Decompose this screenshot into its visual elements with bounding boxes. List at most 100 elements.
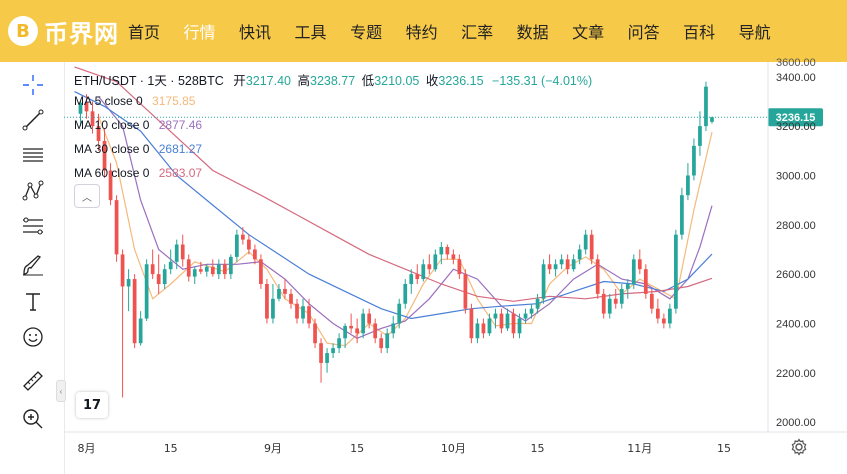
nav-item-5[interactable]: 特约	[405, 23, 438, 42]
candle	[108, 163, 113, 206]
candle-body	[78, 102, 83, 114]
open-value: 3217.40	[245, 74, 291, 88]
site-logo[interactable]: B 币界网	[8, 13, 119, 49]
zoom-in-icon[interactable]	[16, 404, 50, 434]
nav-item-7[interactable]: 数据	[516, 23, 549, 42]
ruler-icon[interactable]	[16, 366, 50, 396]
candle	[367, 308, 372, 329]
price-tick-label: 3200.00	[776, 121, 816, 133]
legend-collapse-button[interactable]: ︿	[74, 184, 100, 208]
nav-item-2[interactable]: 快讯	[239, 23, 272, 42]
candle	[704, 81, 708, 132]
nav-item-8[interactable]: 文章	[572, 23, 605, 42]
candle	[78, 101, 83, 127]
candle	[138, 311, 143, 346]
candle-body	[704, 86, 708, 127]
ma10-label: MA 10 close 0	[74, 118, 150, 132]
candle	[601, 288, 606, 319]
bitcoin-logo-icon: B	[8, 16, 38, 46]
top-navigation-bar: B 币界网 首页 行情 快讯 工具 专题 特约 汇率 数据 文章 问答 百科 导航	[0, 0, 847, 62]
candle-body	[247, 239, 251, 250]
toolbar-collapse-handle[interactable]: ‹	[56, 380, 66, 402]
candle-body	[529, 308, 534, 314]
candle-body	[451, 254, 456, 260]
brush-icon[interactable]	[16, 250, 50, 280]
candle-body	[625, 284, 630, 289]
candle	[234, 229, 239, 262]
candle-body	[301, 306, 305, 319]
candle	[192, 266, 197, 284]
candle-body	[619, 288, 624, 304]
candle-body	[487, 318, 492, 334]
candle-body	[469, 308, 474, 339]
candle	[222, 259, 227, 280]
candle-body	[475, 323, 480, 339]
candle-body	[535, 298, 540, 309]
ma10-legend[interactable]: MA 10 close 0 2877.46	[74, 118, 202, 132]
moving-average-lines	[74, 66, 713, 347]
candle-body	[234, 234, 239, 257]
tradingview-logo[interactable]: 17	[76, 392, 108, 418]
candle	[698, 111, 702, 156]
candle	[499, 308, 504, 334]
ma5-legend[interactable]: MA 5 close 0 3175.85	[74, 94, 195, 108]
nav-item-10[interactable]: 百科	[683, 23, 716, 42]
candle-body	[283, 288, 287, 294]
candle	[210, 259, 215, 277]
candle-body	[126, 279, 131, 287]
candle-body	[277, 288, 281, 299]
fib-icon[interactable]	[16, 212, 50, 242]
price-tick-label: 2000.00	[776, 417, 816, 429]
ma60-legend[interactable]: MA 60 close 0 2583.07	[74, 166, 202, 180]
text-icon[interactable]	[16, 286, 50, 316]
candle-body	[601, 293, 606, 314]
candle-body	[457, 259, 462, 275]
ma30-legend[interactable]: MA 30 close 0 2681.27	[74, 142, 202, 156]
candle-body	[180, 244, 185, 260]
candle-body	[132, 279, 137, 344]
candle	[277, 284, 281, 302]
candle	[511, 308, 516, 339]
trend-line-icon[interactable]	[16, 105, 50, 135]
candle	[355, 318, 360, 344]
candle-body	[265, 284, 269, 319]
candle	[710, 116, 714, 124]
candle-body	[150, 264, 155, 275]
candle-body	[289, 293, 293, 304]
emoji-icon[interactable]	[16, 322, 50, 352]
candle	[589, 229, 594, 265]
candle	[595, 254, 600, 299]
candle	[680, 187, 684, 240]
candle-body	[271, 298, 275, 319]
candle	[96, 113, 101, 151]
horizontal-lines-icon[interactable]	[16, 140, 50, 170]
pattern-icon[interactable]	[16, 176, 50, 206]
candle-body	[613, 298, 618, 304]
nav-item-3[interactable]: 工具	[294, 23, 327, 42]
candle	[343, 323, 347, 349]
ma-line-2	[74, 91, 713, 320]
nav-item-4[interactable]: 专题	[350, 23, 383, 42]
candle-body	[403, 284, 408, 304]
candle	[186, 254, 191, 282]
candle	[361, 308, 366, 339]
symbol-label: ETH/USDT · 1天 · 528BTC	[74, 74, 224, 88]
nav-item-9[interactable]: 问答	[627, 23, 660, 42]
nav-item-0[interactable]: 首页	[128, 23, 161, 42]
drawing-toolbar	[0, 62, 65, 474]
nav-item-1[interactable]: 行情	[183, 23, 216, 42]
candle	[674, 229, 678, 314]
candle-body	[674, 234, 678, 309]
candle	[301, 298, 305, 324]
gear-icon[interactable]	[790, 438, 808, 456]
candle	[686, 163, 690, 201]
candle	[625, 279, 630, 299]
candle	[307, 298, 311, 329]
nav-item-11[interactable]: 导航	[738, 23, 771, 42]
nav-item-6[interactable]: 汇率	[461, 23, 494, 42]
candle-body	[655, 308, 660, 319]
candle	[415, 264, 420, 284]
crosshair-icon[interactable]	[16, 70, 50, 100]
high-value: 3238.77	[310, 74, 356, 88]
